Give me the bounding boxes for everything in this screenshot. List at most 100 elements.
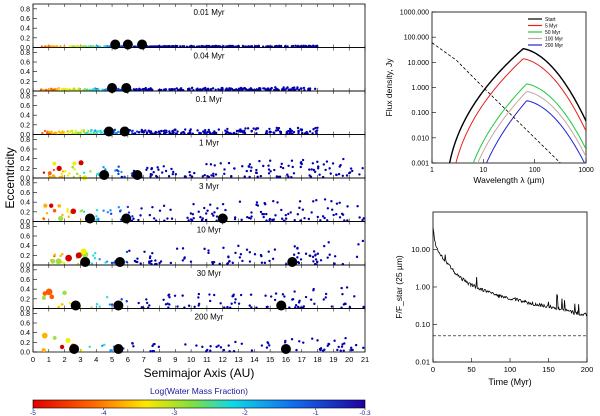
y-tick-label: 0.4 (20, 156, 30, 163)
planetesimal-point (234, 340, 237, 344)
embryo-point (41, 332, 48, 339)
planetesimal-point (274, 214, 277, 217)
planetesimal-point (232, 349, 236, 353)
planetesimal-point (314, 126, 317, 130)
y-axis-label: Eccentricity (3, 147, 17, 208)
planetesimal-point (322, 163, 326, 166)
excess-y-tick-label: 10.00 (411, 245, 430, 254)
planetesimal-point (314, 258, 318, 261)
planetesimal-point (45, 212, 49, 215)
planetesimal-point (292, 130, 296, 134)
planetesimal-point (213, 164, 216, 167)
planetesimal-point (225, 130, 228, 134)
planetesimal-point (245, 169, 249, 173)
planetesimal-point (243, 129, 246, 133)
planetesimal-point (343, 219, 346, 222)
y-tick-label: 0.6 (20, 277, 30, 284)
sed-series-line (477, 90, 586, 163)
planetesimal-point (117, 206, 121, 209)
planetesimal-point (125, 300, 128, 303)
planetesimal-point (286, 45, 289, 48)
planetesimal-point (243, 175, 246, 178)
planetesimal-point (268, 159, 272, 162)
planetesimal-point (284, 339, 287, 343)
planetesimal-point (208, 131, 211, 134)
embryo-point (59, 344, 65, 350)
planetesimal-point (192, 217, 195, 220)
planetesimal-point (236, 45, 239, 48)
planetesimal-point (346, 205, 349, 208)
y-tick-label: 0.0 (20, 89, 30, 96)
planetesimal-point (125, 260, 128, 264)
sed-x-axis-label: Wavelength λ (µm) (473, 175, 544, 185)
planetesimal-point (61, 170, 65, 173)
planetesimal-point (302, 305, 306, 308)
colorbar-gradient (32, 399, 366, 409)
planetesimal-point (193, 171, 196, 175)
y-tick-label: 0.8 (20, 137, 30, 144)
x-axis-label: Semimajor Axis (AU) (144, 366, 255, 380)
planetesimal-point (335, 202, 339, 205)
planetesimal-point (323, 216, 326, 220)
planetesimal-point (183, 257, 186, 260)
planetesimal-point (271, 257, 275, 261)
planetesimal-point (239, 293, 243, 297)
giant-planet-marker (113, 300, 124, 311)
x-tick-label: 9 (173, 355, 177, 364)
planetesimal-point (227, 344, 230, 347)
planetesimal-point (207, 88, 210, 91)
planetesimal-point (239, 253, 243, 256)
planetesimal-point (253, 253, 257, 256)
planetesimal-point (241, 165, 244, 168)
planetesimal-point (72, 175, 76, 179)
planetesimal-point (230, 302, 233, 305)
planetesimal-point (209, 349, 212, 352)
planetesimal-point (277, 45, 280, 48)
planetesimal-point (333, 255, 337, 258)
planetesimal-point (356, 205, 359, 208)
planetesimal-point (316, 339, 319, 342)
planetesimal-point (179, 87, 182, 91)
embryo-point (43, 203, 48, 208)
embryo-point (52, 208, 57, 213)
planetesimal-point (296, 87, 299, 90)
planetesimal-point (277, 126, 281, 130)
planetesimal-point (349, 167, 353, 170)
embryo-point (70, 208, 77, 215)
planetesimal-point (148, 256, 152, 260)
planetesimal-point (250, 166, 253, 169)
planetesimal-point (96, 130, 100, 133)
planetesimal-point (255, 132, 258, 135)
planetesimal-point (163, 131, 166, 135)
excess-y-tick-label: 0.01 (415, 358, 430, 367)
panel-time-label: 3 Myr (199, 182, 219, 191)
planetesimal-point (166, 45, 169, 48)
planetesimal-point (118, 210, 122, 213)
planetesimal-point (73, 131, 76, 135)
planetesimal-point (89, 170, 92, 173)
planetesimal-point (162, 298, 165, 301)
planetesimal-point (200, 88, 203, 92)
planetesimal-point (103, 343, 106, 347)
planetesimal-point (142, 131, 146, 134)
planetesimal-point (61, 213, 64, 217)
planetesimal-point (147, 87, 150, 91)
giant-planet-marker (114, 257, 125, 267)
y-tick-label: 0.0 (20, 263, 30, 270)
planetesimal-point (132, 88, 136, 91)
planetesimal-point (206, 130, 209, 134)
planetesimal-point (168, 296, 171, 299)
planetesimal-point (161, 171, 164, 174)
planetesimal-point (279, 165, 283, 169)
planetesimal-point (291, 165, 294, 169)
planetesimal-point (87, 129, 90, 133)
planetesimal-point (346, 219, 349, 222)
planetesimal-point (319, 348, 322, 351)
planetesimal-point (59, 254, 62, 258)
planetesimal-point (190, 175, 194, 178)
planetesimal-point (47, 130, 51, 134)
planetesimal-point (201, 217, 204, 220)
excess-x-tick-label: 50 (467, 365, 475, 374)
excess-time-plot: 0.01 0.10 1.00 10.00 0 50 100 150 200 Time (Myr) F… (394, 211, 593, 387)
planetesimal-point (140, 207, 143, 210)
